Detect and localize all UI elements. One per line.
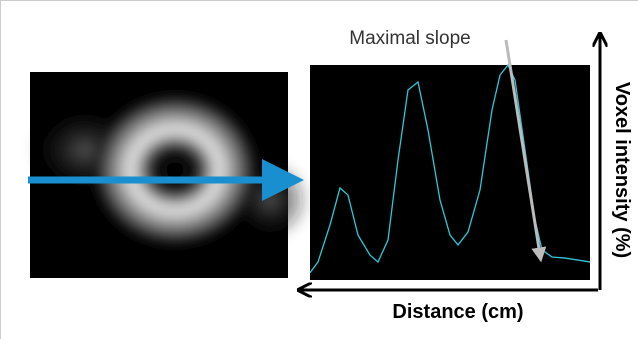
figure: Distance (cm) Voxel intensity (%) Maxima… (0, 0, 638, 339)
annotation: Maximal slope (349, 28, 470, 49)
plot-area (310, 65, 590, 280)
ring-image (30, 72, 310, 278)
y-axis-label: Voxel intensity (%) (611, 82, 633, 258)
x-axis-label: Distance (cm) (392, 301, 523, 323)
